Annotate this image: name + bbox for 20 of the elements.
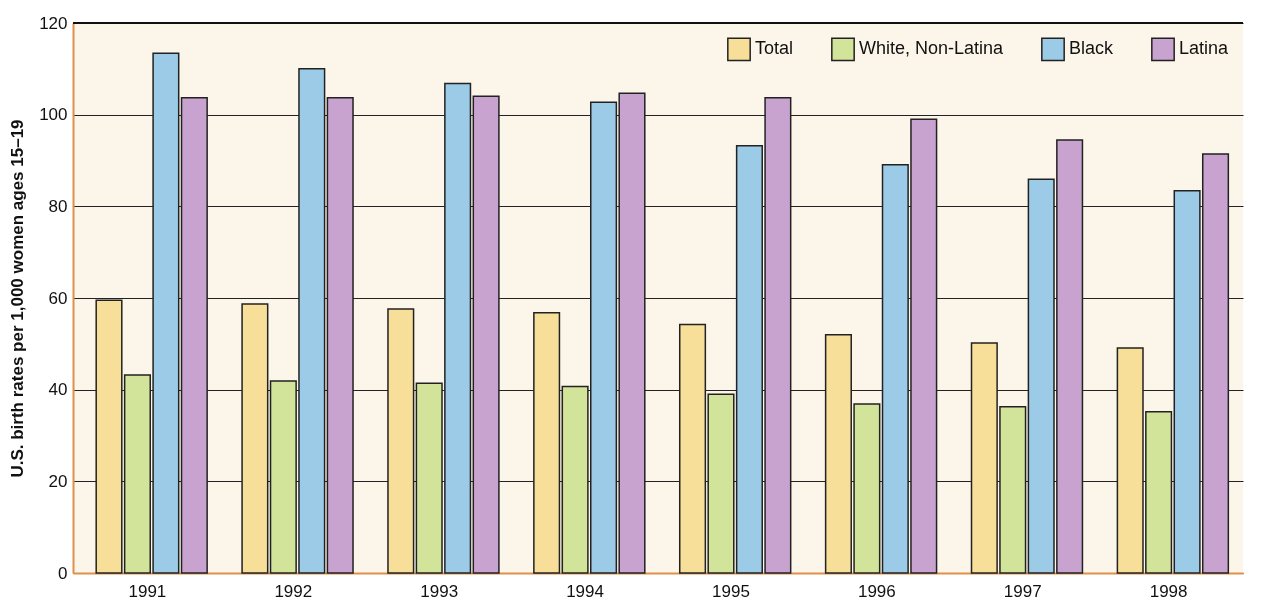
legend-label: Black bbox=[1069, 38, 1115, 59]
y-tick-label: 40 bbox=[48, 380, 68, 400]
x-tick-label: 1992 bbox=[274, 581, 313, 601]
legend-label: Latina bbox=[1179, 38, 1230, 59]
y-tick-label: 120 bbox=[39, 13, 68, 33]
x-tick-label: 1995 bbox=[712, 581, 750, 601]
y-tick-label: 20 bbox=[48, 471, 68, 491]
x-tick-label: 1993 bbox=[420, 581, 459, 601]
legend-label: Total bbox=[755, 38, 794, 59]
x-tick-label: 1996 bbox=[857, 581, 896, 601]
y-tick-label: 0 bbox=[58, 563, 68, 583]
x-tick-label: 1991 bbox=[128, 581, 167, 601]
y-tick-label: 100 bbox=[39, 105, 68, 125]
x-tick-label: 1997 bbox=[1003, 581, 1042, 601]
legend-label: White, Non-Latina bbox=[859, 38, 1005, 59]
y-axis-title: U.S. birth rates per 1,000 women ages 15–19 bbox=[8, 119, 28, 478]
y-tick-label: 80 bbox=[48, 196, 68, 216]
x-tick-label: 1998 bbox=[1149, 581, 1188, 601]
y-tick-label: 60 bbox=[48, 288, 68, 308]
x-tick-label: 1994 bbox=[566, 581, 604, 601]
